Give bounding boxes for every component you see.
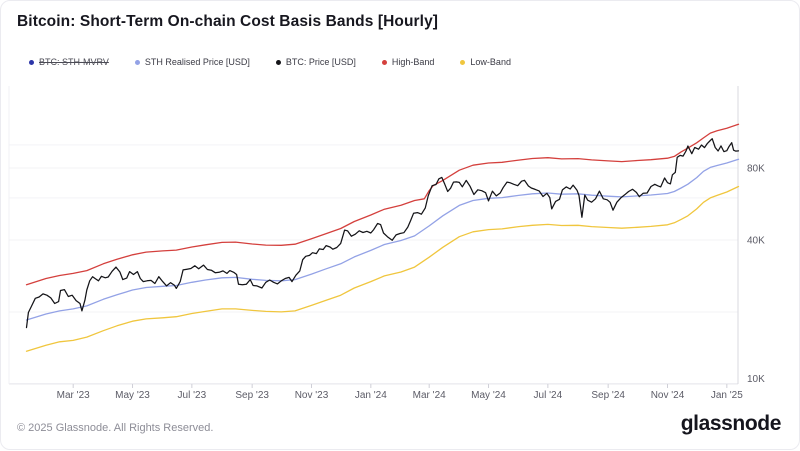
y-axis-label: 80K [747,164,765,175]
y-axis-label: 40K [747,236,765,247]
legend-item-sth-realised-price-usd[interactable]: STH Realised Price [USD] [134,57,250,67]
glassnode-logo: glassnode [680,412,782,435]
legend-item-btc-price-usd[interactable]: BTC: Price [USD] [275,57,356,67]
series-line-high-band [25,123,740,286]
y-axis-label: 10K [747,374,765,385]
legend-dot-icon [29,59,34,65]
x-axis-label: Jul '23 [178,390,207,401]
series-line-low-band [25,185,740,352]
legend-dot-icon [275,59,281,65]
x-axis-label: Jan '25 [711,390,743,401]
x-axis-label: Nov '24 [651,390,685,401]
series-line-sth-realised-price-usd [25,158,740,321]
legend-item-label: High-Band [391,57,435,67]
legend-item-label: STH Realised Price [USD] [144,57,250,67]
legend-dot-icon [381,59,387,65]
x-axis-label: Mar '24 [413,390,446,401]
legend-dot-icon [134,59,140,65]
legend-dot-icon [460,59,466,65]
x-axis-label: Sep '23 [235,390,269,401]
legend-item-label: BTC: STH-MVRV [39,57,109,67]
legend: BTC: STH-MVRV STH Realised Price [USD] BTC… [29,57,511,67]
x-axis-label: Mar '23 [57,390,90,401]
legend-item-btc-sth-mvrv[interactable]: BTC: STH-MVRV [29,57,109,67]
x-axis-label: Jul '24 [534,390,563,401]
legend-item-low-band[interactable]: Low-Band [460,57,511,67]
x-axis-label: Jan '24 [355,390,387,401]
x-axis-label: May '24 [471,390,506,401]
copyright-text: © 2025 Glassnode. All Rights Reserved. [17,422,214,434]
x-axis-label: Nov '23 [295,390,329,401]
series-line-btc-price-usd [25,138,740,329]
x-axis-label: Sep '24 [591,390,625,401]
legend-item-label: Low-Band [470,57,511,67]
legend-item-high-band[interactable]: High-Band [381,57,435,67]
x-axis-label: May '23 [115,390,150,401]
page-title: Bitcoin: Short-Term On-chain Cost Basis … [17,13,439,30]
legend-item-label: BTC: Price [USD] [285,57,356,67]
